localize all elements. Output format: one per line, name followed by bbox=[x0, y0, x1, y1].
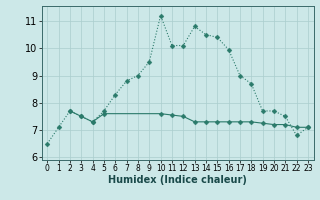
X-axis label: Humidex (Indice chaleur): Humidex (Indice chaleur) bbox=[108, 175, 247, 185]
